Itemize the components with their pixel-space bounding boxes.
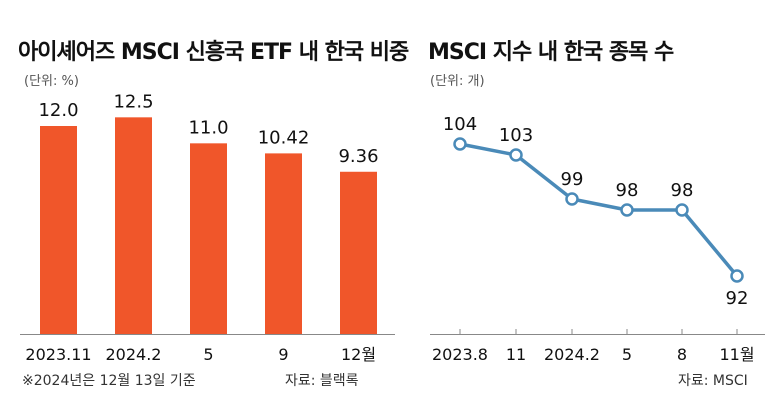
bar-tick-label-2: 5 xyxy=(203,345,213,364)
line-value-label-4: 98 xyxy=(671,180,694,201)
line-value-label-5: 92 xyxy=(726,288,749,309)
right-chart-source: 자료: MSCI xyxy=(678,373,748,389)
line-point-1 xyxy=(509,148,523,162)
bar-value-label-4: 9.36 xyxy=(338,146,378,167)
left-chart-unit: (단위: %) xyxy=(24,74,79,89)
line-chart: 104 2023.8 103 11 99 2024.2 98 5 98 8 92 11월 xyxy=(430,114,765,364)
right-chart-title: MSCI 지수 내 한국 종목 수 xyxy=(428,40,674,65)
left-chart-panel: 아이셰어즈 MSCI 신흥국 ETF 내 한국 비중 (단위: %) 12.0 2… xyxy=(18,40,409,389)
bar-value-label-3: 10.42 xyxy=(258,127,310,148)
series-line xyxy=(459,142,739,278)
line-tick-label-2: 2024.2 xyxy=(544,345,600,364)
line-value-label-0: 104 xyxy=(443,114,477,135)
line-tick-label-4: 8 xyxy=(677,345,687,364)
line-tick-label-3: 5 xyxy=(622,345,632,364)
bar-value-label-1: 12.5 xyxy=(113,91,153,112)
line-value-label-3: 98 xyxy=(616,180,639,201)
bar-tick-label-1: 2024.2 xyxy=(106,345,162,364)
left-chart-title: 아이셰어즈 MSCI 신흥국 ETF 내 한국 비중 xyxy=(18,40,409,65)
left-chart-note: ※2024년은 12월 13일 기준 xyxy=(22,373,196,389)
bar-2 xyxy=(190,143,227,334)
bar-1 xyxy=(115,117,152,334)
bar-0 xyxy=(40,126,77,334)
line-value-label-1: 103 xyxy=(499,125,533,146)
left-chart-source: 자료: 블랙록 xyxy=(285,373,359,389)
bar-value-label-2: 11.0 xyxy=(188,117,228,138)
bar-4 xyxy=(340,171,377,334)
bar-tick-label-3: 9 xyxy=(278,345,288,364)
bar-tick-label-0: 2023.11 xyxy=(25,345,91,364)
line-value-label-2: 99 xyxy=(561,169,584,190)
right-chart-panel: MSCI 지수 내 한국 종목 수 (단위: 개) 104 2023.8 103 11… xyxy=(410,0,773,417)
line-point-5 xyxy=(730,269,744,283)
line-point-2 xyxy=(565,192,579,206)
line-point-0 xyxy=(453,137,467,151)
line-point-4 xyxy=(675,203,689,217)
line-tick-label-0: 2023.8 xyxy=(432,345,488,364)
line-tick-label-5: 11월 xyxy=(719,345,754,364)
line-tick-label-1: 11 xyxy=(506,345,526,364)
bar-chart: 12.0 2023.11 12.5 2024.2 11.0 5 10.42 9 9.36 12월 xyxy=(20,91,395,364)
bar-3 xyxy=(265,153,302,334)
line-point-3 xyxy=(620,203,634,217)
right-chart-unit: (단위: 개) xyxy=(430,74,485,89)
bar-value-label-0: 12.0 xyxy=(38,100,78,121)
bar-tick-label-4: 12월 xyxy=(341,345,376,364)
